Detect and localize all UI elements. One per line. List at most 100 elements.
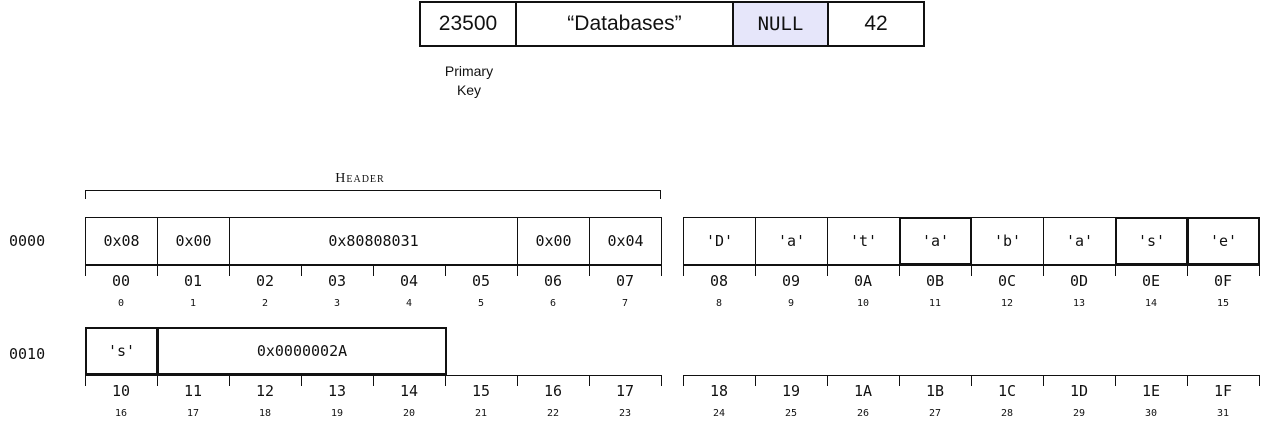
primary-key-label: Primary Key — [430, 62, 508, 100]
hex-offset-label: 1C — [997, 382, 1017, 400]
axis-tick — [827, 265, 828, 276]
dec-offset-label: 27 — [928, 408, 942, 419]
axis-tick — [157, 265, 158, 276]
dec-offset-label: 12 — [1000, 298, 1014, 309]
hex-offset-label: 1D — [1069, 382, 1089, 400]
axis-tick — [683, 375, 684, 386]
byte-cell-0b: 'a' — [899, 217, 972, 265]
byte-cell-0f: 'e' — [1187, 217, 1260, 265]
dec-offset-label: 11 — [928, 298, 942, 309]
axis-tick — [517, 375, 518, 386]
dec-offset-label: 14 — [1144, 298, 1158, 309]
axis-tick — [661, 375, 662, 386]
dec-offset-label: 4 — [405, 298, 413, 309]
axis-tick — [755, 265, 756, 276]
dec-offset-label: 3 — [333, 298, 341, 309]
axis-tick — [971, 375, 972, 386]
dec-offset-label: 29 — [1072, 408, 1086, 419]
byte-cell-07: 0x04 — [589, 217, 662, 265]
hex-offset-label: 00 — [111, 272, 131, 290]
axis-tick — [899, 265, 900, 276]
dec-offset-label: 20 — [402, 408, 416, 419]
record-field-number: 42 — [827, 1, 925, 47]
hex-offset-label: 02 — [255, 272, 275, 290]
hex-offset-label: 0E — [1141, 272, 1161, 290]
hex-offset-label: 0F — [1213, 272, 1233, 290]
axis-tick — [1259, 375, 1260, 386]
hex-offset-label: 05 — [471, 272, 491, 290]
axis-tick — [589, 375, 590, 386]
hex-offset-label: 1B — [925, 382, 945, 400]
byte-cell-0a: 't' — [827, 217, 900, 265]
axis-tick — [85, 265, 86, 276]
axis-tick — [1043, 265, 1044, 276]
axis-tick — [85, 375, 86, 386]
dec-offset-label: 9 — [787, 298, 795, 309]
row-address-0010: 0010 — [9, 345, 46, 363]
byte-cell-11-14: 0x0000002A — [157, 327, 447, 375]
dec-offset-label: 0 — [117, 298, 125, 309]
hex-offset-label: 16 — [543, 382, 563, 400]
dec-offset-label: 8 — [715, 298, 723, 309]
byte-cell-10: 's' — [85, 327, 158, 375]
axis-tick — [1187, 265, 1188, 276]
byte-cell-08: 'D' — [683, 217, 756, 265]
hex-offset-label: 19 — [781, 382, 801, 400]
dec-offset-label: 26 — [856, 408, 870, 419]
axis-tick — [1115, 265, 1116, 276]
dec-offset-label: 17 — [186, 408, 200, 419]
axis-tick — [1115, 375, 1116, 386]
axis-tick — [899, 375, 900, 386]
byte-cell-06: 0x00 — [517, 217, 590, 265]
axis-tick — [827, 375, 828, 386]
axis-tick — [445, 375, 446, 386]
dec-offset-label: 10 — [856, 298, 870, 309]
hex-offset-label: 01 — [183, 272, 203, 290]
hex-offset-label: 07 — [615, 272, 635, 290]
dec-offset-label: 22 — [546, 408, 560, 419]
dec-offset-label: 23 — [618, 408, 632, 419]
primary-key-label-line2: Key — [456, 82, 482, 98]
hex-offset-label: 1F — [1213, 382, 1233, 400]
hex-offset-label: 0C — [997, 272, 1017, 290]
byte-cell-01: 0x00 — [157, 217, 230, 265]
dec-offset-label: 21 — [474, 408, 488, 419]
record-field-null: NULL — [732, 1, 829, 47]
hex-offset-label: 13 — [327, 382, 347, 400]
record-field-id: 23500 — [419, 1, 517, 47]
axis-tick — [971, 265, 972, 276]
axis-tick — [229, 375, 230, 386]
hex-offset-label: 17 — [615, 382, 635, 400]
dec-offset-label: 5 — [477, 298, 485, 309]
axis-tick — [301, 265, 302, 276]
dec-offset-label: 6 — [549, 298, 557, 309]
hex-offset-label: 15 — [471, 382, 491, 400]
dec-offset-label: 13 — [1072, 298, 1086, 309]
dec-offset-label: 30 — [1144, 408, 1158, 419]
hex-offset-label: 06 — [543, 272, 563, 290]
hex-offset-label: 12 — [255, 382, 275, 400]
hex-offset-label: 11 — [183, 382, 203, 400]
hex-offset-label: 09 — [781, 272, 801, 290]
axis-tick — [589, 265, 590, 276]
hex-offset-label: 14 — [399, 382, 419, 400]
hex-offset-label: 0A — [853, 272, 873, 290]
hex-offset-label: 0D — [1069, 272, 1089, 290]
byte-cell-0c: 'b' — [971, 217, 1044, 265]
row-address-0000: 0000 — [9, 232, 46, 250]
byte-cell-0d: 'a' — [1043, 217, 1116, 265]
header-label: Header — [335, 171, 385, 186]
hex-offset-label: 18 — [709, 382, 729, 400]
byte-cell-02-05: 0x80808031 — [229, 217, 518, 265]
axis-tick — [1187, 375, 1188, 386]
axis-tick — [373, 375, 374, 386]
hex-offset-label: 08 — [709, 272, 729, 290]
byte-cell-00: 0x08 — [85, 217, 158, 265]
dec-offset-label: 25 — [784, 408, 798, 419]
byte-cell-09: 'a' — [755, 217, 828, 265]
axis-tick — [1259, 265, 1260, 276]
dec-offset-label: 24 — [712, 408, 726, 419]
hex-offset-label: 03 — [327, 272, 347, 290]
hex-offset-label: 10 — [111, 382, 131, 400]
byte-cell-0e: 's' — [1115, 217, 1188, 265]
